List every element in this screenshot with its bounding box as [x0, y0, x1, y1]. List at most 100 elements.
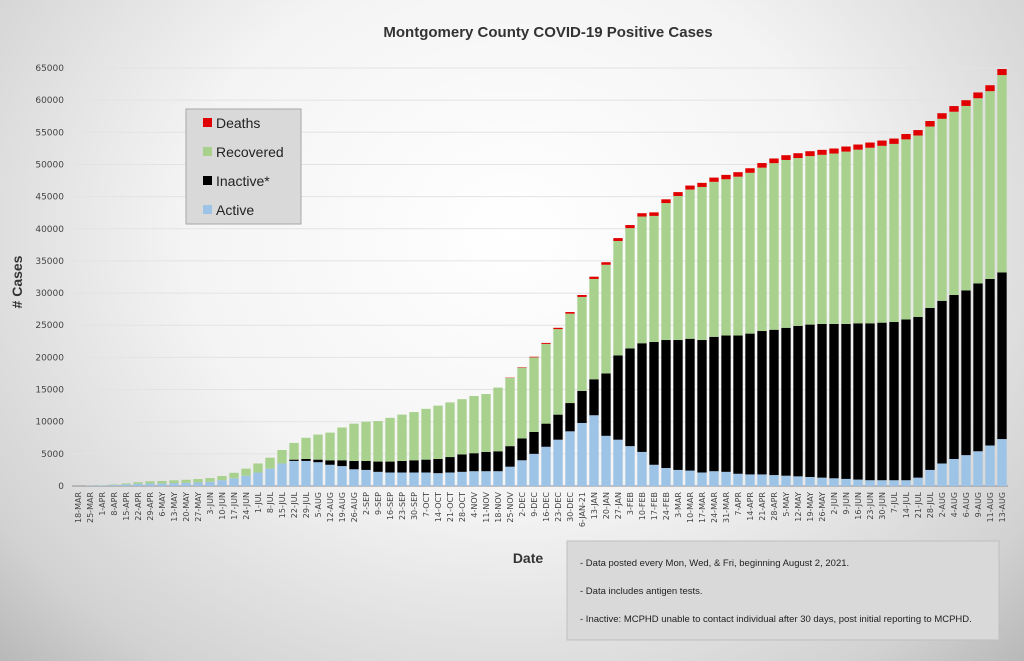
legend: Deaths Recovered Inactive* Active — [185, 108, 302, 225]
bar-recovered-8-apr — [109, 484, 119, 486]
x-tick-label: 13-JAN — [590, 492, 599, 519]
bar-recovered-14-oct — [433, 405, 443, 459]
bar-active-19-may — [805, 477, 815, 486]
x-tick-label: 26-MAY — [818, 492, 827, 522]
bar-deaths-2-aug — [937, 113, 947, 119]
note-antigen-tests: - Data includes antigen tests. — [580, 586, 703, 597]
x-tick-label: 7-JUL — [890, 491, 899, 513]
bar-active-2-aug — [937, 463, 947, 486]
bar-inactive-19-aug — [337, 460, 347, 467]
bar-inactive-9-sep — [373, 461, 383, 472]
bar-inactive-12-aug — [325, 460, 335, 465]
x-tick-label: 15-JUL — [278, 491, 287, 518]
note-inactive-definition: - Inactive: MCPHD unable to contact indi… — [580, 614, 972, 625]
bar-inactive-3-mar — [673, 340, 683, 470]
bar-deaths-3-mar — [673, 192, 683, 196]
bar-deaths-7-apr — [733, 172, 743, 177]
bar-active-29-jul — [301, 460, 311, 486]
bar-inactive-2-jun — [829, 323, 839, 479]
bar-recovered-21-jul — [913, 135, 923, 317]
bar-inactive-4-nov — [469, 453, 479, 472]
chart-title: Montgomery County COVID-19 Positive Case… — [383, 24, 712, 41]
bar-active-20-may — [181, 482, 191, 486]
bar-inactive-7-jul — [889, 322, 899, 481]
bar-deaths-31-mar — [721, 174, 731, 180]
bar-deaths-24-mar — [709, 177, 719, 182]
x-tick-label: 21-OCT — [446, 492, 455, 522]
bar-active-15-apr — [121, 484, 131, 486]
bar-recovered-23-jun — [865, 147, 875, 324]
bar-active-2-sep — [361, 469, 371, 486]
bar-recovered-6-jan-21 — [577, 296, 587, 391]
x-axis-ticks: 18-MAR 25-MAR 1-APR 8-APR 15-APR 22-APR 29-APR… — [74, 491, 1007, 527]
x-tick-label: 8-JUL — [266, 491, 275, 513]
bar-active-11-nov — [481, 471, 491, 486]
bar-active-14-apr — [745, 474, 755, 486]
x-tick-label: 5-AUG — [314, 492, 323, 517]
y-axis-ticks: 0 5000 10000 15000 20000 25000 30000 35000 40000… — [35, 64, 64, 492]
x-tick-label: 3-FEB — [626, 492, 635, 515]
bar-recovered-6-may — [157, 480, 167, 484]
x-tick-label: 13-AUG — [998, 492, 1007, 522]
bar-active-14-jul — [901, 480, 911, 486]
x-tick-label: 21-JUL — [914, 491, 923, 518]
bar-recovered-7-apr — [733, 176, 743, 336]
bar-active-7-jul — [889, 480, 899, 486]
bar-inactive-5-aug — [313, 459, 323, 463]
bar-active-15-jul — [277, 463, 287, 486]
x-tick-label: 2-JUN — [830, 492, 839, 515]
bar-recovered-15-jul — [277, 449, 287, 464]
bar-recovered-2-sep — [361, 421, 371, 461]
bar-recovered-22-jul — [289, 442, 299, 460]
bar-inactive-11-nov — [481, 451, 491, 472]
bar-recovered-12-aug — [325, 432, 335, 461]
x-tick-label: 10-MAR — [686, 492, 695, 523]
bar-recovered-28-apr — [769, 163, 779, 330]
x-tick-label: 28-OCT — [458, 492, 467, 522]
bar-active-16-sep — [385, 472, 395, 486]
y-tick-label: 15000 — [35, 386, 64, 396]
bar-deaths-5-may — [781, 155, 791, 160]
bar-recovered-30-dec — [565, 313, 575, 404]
bar-recovered-3-mar — [673, 195, 683, 341]
x-tick-label: 23-JUN — [866, 492, 875, 520]
x-tick-label: 2-SEP — [362, 492, 371, 515]
bar-recovered-2-jun — [829, 153, 839, 324]
bar-active-12-may — [793, 476, 803, 486]
bar-active-18-nov — [493, 471, 503, 486]
bar-active-25-nov — [505, 466, 515, 486]
bar-deaths-2-jun — [829, 148, 839, 154]
bar-active-27-jan — [613, 439, 623, 486]
bar-recovered-13-may — [169, 480, 179, 484]
bar-recovered-9-dec — [529, 357, 539, 432]
bar-inactive-30-sep — [409, 460, 419, 473]
bar-recovered-12-may — [793, 158, 803, 326]
y-axis-title: # Cases — [9, 255, 25, 308]
bar-recovered-14-jul — [901, 139, 911, 320]
legend-box — [185, 108, 302, 225]
bar-recovered-11-aug — [985, 91, 995, 279]
bar-recovered-7-jul — [889, 143, 899, 323]
bar-recovered-14-apr — [745, 172, 755, 334]
bar-inactive-6-jan-21 — [577, 390, 587, 423]
x-tick-label: 22-JUL — [290, 491, 299, 518]
x-tick-label: 10-FEB — [638, 492, 647, 520]
bar-active-9-aug — [973, 451, 983, 486]
bar-active-12-aug — [325, 464, 335, 486]
bar-recovered-10-jun — [217, 476, 227, 481]
bar-recovered-19-may — [805, 156, 815, 325]
x-tick-label: 4-NOV — [470, 491, 479, 517]
bar-inactive-27-jan — [613, 355, 623, 440]
bar-recovered-11-nov — [481, 394, 491, 452]
bar-inactive-18-nov — [493, 451, 503, 472]
notes-background — [566, 540, 1000, 641]
bar-recovered-4-aug — [949, 111, 959, 296]
bar-active-16-jun — [853, 479, 863, 486]
bar-inactive-23-sep — [397, 460, 407, 473]
bar-active-7-apr — [733, 473, 743, 486]
y-tick-label: 40000 — [35, 225, 64, 235]
x-tick-label: 29-APR — [146, 492, 155, 521]
x-tick-label: 24-FEB — [662, 492, 671, 520]
bar-active-3-jun — [205, 481, 215, 486]
bar-recovered-29-apr — [145, 481, 155, 484]
